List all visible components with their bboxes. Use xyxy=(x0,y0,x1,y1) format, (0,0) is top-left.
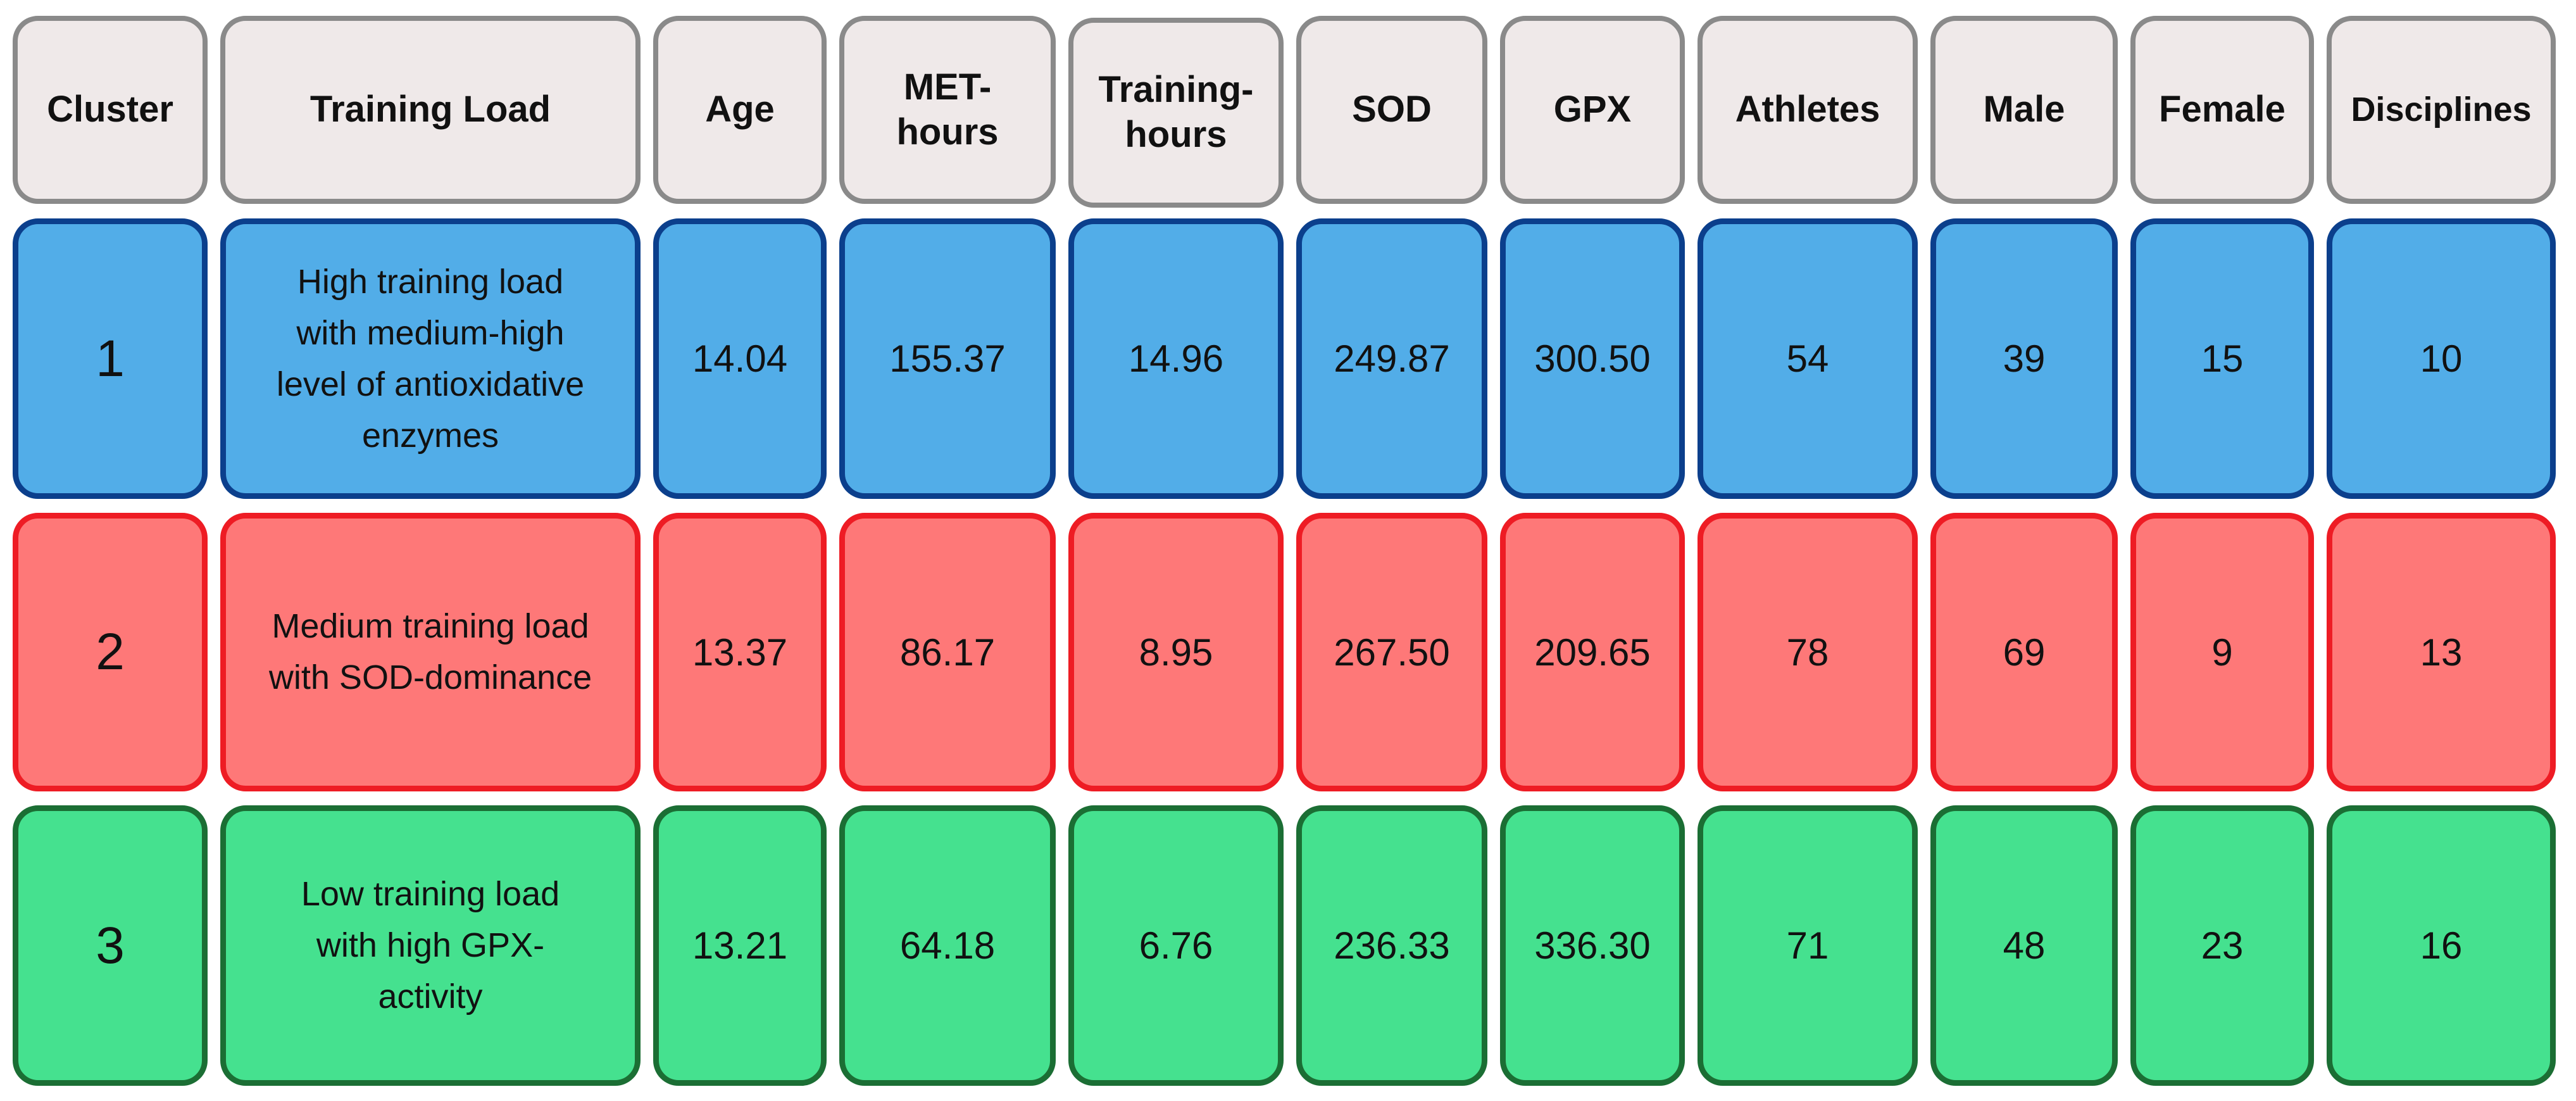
training-load-description: High training load with medium-high leve… xyxy=(276,262,585,455)
training-load-cell: High training load with medium-high leve… xyxy=(220,218,641,499)
cell-value: 78 xyxy=(1786,631,1829,674)
column-header-sod: SOD xyxy=(1296,16,1487,204)
value-cell-male: 39 xyxy=(1930,218,2118,499)
column-header-female: Female xyxy=(2130,16,2314,204)
value-cell-gpx: 336.30 xyxy=(1500,805,1685,1086)
cell-value: 236.33 xyxy=(1334,924,1450,967)
column-header-cluster: Cluster xyxy=(13,16,208,204)
cluster-number: 2 xyxy=(96,623,125,681)
column-header-athletes: Athletes xyxy=(1698,16,1918,204)
training-load-cell: Low training load with high GPX- activit… xyxy=(220,805,641,1086)
cell-value: 13.21 xyxy=(692,924,788,967)
training-load-description: Low training load with high GPX- activit… xyxy=(301,875,560,1016)
column-header-met-hours: MET- hours xyxy=(839,16,1056,204)
value-cell-gpx: 300.50 xyxy=(1500,218,1685,499)
value-cell-training-hours: 6.76 xyxy=(1068,805,1284,1086)
cell-value: 39 xyxy=(2003,337,2046,380)
value-cell-disciplines: 10 xyxy=(2327,218,2556,499)
cell-value: 267.50 xyxy=(1334,631,1450,674)
value-cell-age: 14.04 xyxy=(653,218,827,499)
cell-value: 10 xyxy=(2420,337,2463,380)
column-header-label: Training Load xyxy=(309,89,551,130)
cell-value: 16 xyxy=(2420,924,2463,967)
cell-value: 249.87 xyxy=(1334,337,1450,380)
cell-value: 336.30 xyxy=(1534,924,1651,967)
cell-value: 69 xyxy=(2003,631,2046,674)
value-cell-age: 13.21 xyxy=(653,805,827,1086)
value-cell-gpx: 209.65 xyxy=(1500,513,1685,791)
column-header-label: Training- hours xyxy=(1098,69,1254,155)
cluster-number: 1 xyxy=(96,329,125,387)
cell-value: 54 xyxy=(1786,337,1829,380)
cluster-cell: 1 xyxy=(13,218,208,499)
value-cell-female: 15 xyxy=(2130,218,2314,499)
value-cell-male: 48 xyxy=(1930,805,2118,1086)
value-cell-athletes: 78 xyxy=(1698,513,1918,791)
value-cell-athletes: 54 xyxy=(1698,218,1918,499)
cluster-cell: 3 xyxy=(13,805,208,1086)
cell-value: 86.17 xyxy=(899,631,996,674)
value-cell-female: 9 xyxy=(2130,513,2314,791)
value-cell-athletes: 71 xyxy=(1698,805,1918,1086)
value-cell-sod: 267.50 xyxy=(1296,513,1487,791)
column-header-label: MET- hours xyxy=(896,66,999,153)
cell-value: 13.37 xyxy=(692,631,788,674)
cell-value: 13 xyxy=(2420,631,2463,674)
value-cell-met-hours: 64.18 xyxy=(839,805,1056,1086)
value-cell-age: 13.37 xyxy=(653,513,827,791)
training-load-description: Medium training load with SOD-dominance xyxy=(268,607,592,696)
value-cell-training-hours: 8.95 xyxy=(1068,513,1284,791)
cell-value: 209.65 xyxy=(1534,631,1651,674)
cell-value: 15 xyxy=(2201,337,2244,380)
cell-value: 64.18 xyxy=(899,924,996,967)
value-cell-male: 69 xyxy=(1930,513,2118,791)
cell-value: 71 xyxy=(1786,924,1829,967)
cell-value: 6.76 xyxy=(1139,924,1213,967)
value-cell-disciplines: 16 xyxy=(2327,805,2556,1086)
value-cell-sod: 236.33 xyxy=(1296,805,1487,1086)
cell-value: 14.96 xyxy=(1128,337,1224,380)
column-header-label: Cluster xyxy=(47,89,173,130)
value-cell-sod: 249.87 xyxy=(1296,218,1487,499)
column-header-label: SOD xyxy=(1352,89,1432,130)
cluster-number: 3 xyxy=(96,916,125,974)
column-header-disciplines: Disciplines xyxy=(2327,16,2556,204)
cell-value: 8.95 xyxy=(1139,631,1213,674)
value-cell-disciplines: 13 xyxy=(2327,513,2556,791)
column-header-label: GPX xyxy=(1553,89,1632,130)
cluster-cell: 2 xyxy=(13,513,208,791)
training-load-cell: Medium training load with SOD-dominance xyxy=(220,513,641,791)
cell-value: 155.37 xyxy=(889,337,1006,380)
column-header-gpx: GPX xyxy=(1500,16,1685,204)
value-cell-met-hours: 155.37 xyxy=(839,218,1056,499)
value-cell-female: 23 xyxy=(2130,805,2314,1086)
column-header-training-hours: Training- hours xyxy=(1068,18,1284,208)
column-header-training-load: Training Load xyxy=(220,16,641,204)
cell-value: 9 xyxy=(2211,631,2233,674)
column-header-male: Male xyxy=(1930,16,2118,204)
cell-value: 23 xyxy=(2201,924,2244,967)
column-header-label: Age xyxy=(705,89,775,130)
cell-value: 300.50 xyxy=(1534,337,1651,380)
value-cell-met-hours: 86.17 xyxy=(839,513,1056,791)
value-cell-training-hours: 14.96 xyxy=(1068,218,1284,499)
column-header-label: Male xyxy=(1983,89,2065,130)
cell-value: 14.04 xyxy=(692,337,788,380)
column-header-label: Disciplines xyxy=(2351,90,2532,129)
column-header-label: Athletes xyxy=(1735,89,1880,130)
cell-value: 48 xyxy=(2003,924,2046,967)
column-header-age: Age xyxy=(653,16,827,204)
column-header-label: Female xyxy=(2159,89,2285,130)
